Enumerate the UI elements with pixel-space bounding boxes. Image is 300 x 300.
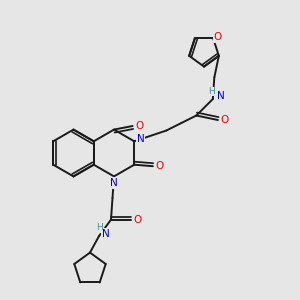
Text: O: O bbox=[214, 32, 222, 43]
Text: O: O bbox=[220, 115, 229, 125]
Text: O: O bbox=[155, 161, 164, 171]
Text: H: H bbox=[96, 223, 103, 232]
Text: O: O bbox=[133, 214, 141, 225]
Text: H: H bbox=[208, 87, 215, 96]
Text: N: N bbox=[218, 91, 225, 101]
Text: N: N bbox=[137, 134, 145, 144]
Text: O: O bbox=[135, 121, 143, 131]
Text: N: N bbox=[102, 229, 110, 239]
Text: N: N bbox=[110, 178, 118, 188]
